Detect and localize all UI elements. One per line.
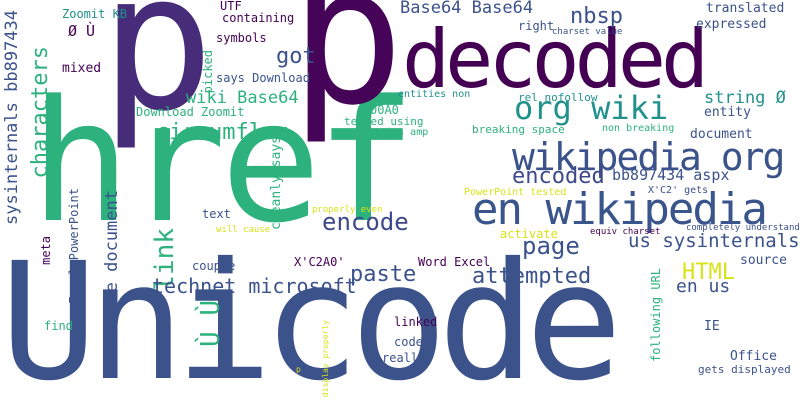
word-rel-nofollow: rel nofollow — [518, 91, 598, 104]
word-entity: entity — [704, 105, 751, 120]
word-page: page — [522, 232, 580, 260]
word-mixed: mixed — [62, 61, 102, 76]
word-source: source — [740, 253, 787, 268]
word-excel-powerpoint: Excel PowerPoint — [67, 188, 81, 304]
word-non-breaking: non breaking — [602, 123, 675, 134]
word-u-u: Ù Ù — [196, 300, 226, 347]
word-us-sysinternals: us sysinternals — [628, 230, 800, 252]
word-linked: linked — [394, 315, 438, 329]
word-right: right — [518, 19, 555, 33]
word-cleanly-says: cleanly says — [269, 136, 284, 230]
word-got: got — [276, 44, 316, 69]
word-activate: activate — [500, 227, 558, 241]
word-en-us: en us — [676, 276, 731, 297]
word-en-wikipedia: en wikipedia — [472, 184, 768, 235]
word-meta: meta — [39, 236, 53, 265]
word-expressed: expressed — [696, 17, 767, 32]
word-zoomit-kb: Zoomit KB — [62, 7, 128, 21]
word-o-u: Ø Ù — [68, 22, 96, 40]
word-find: find — [44, 319, 73, 333]
word-symbols: symbols — [216, 31, 267, 45]
word-technet-microsoft: technet microsoft — [152, 274, 357, 298]
word-circumflex: circumflex — [156, 120, 289, 145]
word-unicode: Unicode — [0, 229, 623, 400]
word-following-url: following URL — [649, 268, 663, 362]
word-says-download: says Download — [216, 71, 310, 85]
word-sysinternals-bb897434: sysinternals bb897434 — [2, 10, 22, 225]
word-equiv-charset: equiv charset — [590, 227, 661, 237]
word-translated: translated — [706, 1, 785, 16]
word-download-zoomit: Download Zoomit — [136, 105, 245, 119]
word-p-large-2: p — [290, 0, 405, 147]
word-office-document: Office document — [102, 190, 122, 344]
word-x-c2a0: X'C2A0' — [294, 255, 345, 269]
word-nbsp: nbsp — [570, 4, 623, 29]
word-wiki-base64: wiki Base64 — [186, 88, 299, 108]
word-utf: UTF — [220, 0, 242, 13]
word-wikipedia-org: wikipedia org — [512, 135, 785, 179]
word-charset-value: charset value — [552, 27, 623, 37]
word-properly-even: properly even — [312, 205, 383, 215]
word-encode: encode — [322, 208, 409, 236]
word-string-o: string Ø — [704, 88, 786, 108]
word-href: href — [30, 64, 417, 260]
word-completely-understand: completely understand — [686, 223, 800, 233]
word-word-excel: Word Excel — [418, 255, 491, 269]
word-org-wiki: org wiki — [514, 89, 669, 127]
word-containing: containing — [222, 11, 295, 25]
word-decoded: decoded — [402, 13, 709, 106]
word-encoded: encoded — [512, 164, 605, 189]
word-p-large-1: p — [100, 0, 215, 153]
word-breaking-space: breaking space — [472, 123, 565, 136]
word-bb897434-aspx: bb897434 aspx — [612, 166, 730, 184]
word-text: text — [202, 207, 231, 221]
word-contains-amp: contains amp — [356, 127, 429, 138]
word-attempted: attempted — [472, 264, 592, 289]
word-will-cause: will cause — [216, 225, 271, 235]
word-entities-non: entities non — [398, 89, 471, 100]
word-characters: characters — [28, 46, 53, 179]
word-office: Office — [730, 349, 777, 364]
word-tested-using: tested using — [344, 115, 424, 128]
word-code: code — [394, 335, 423, 349]
word-paste: paste — [350, 262, 417, 287]
word-html: HTML — [682, 260, 735, 285]
word-powerpoint-tested: PowerPoint tested — [464, 187, 567, 198]
word-p-small: p — [296, 365, 301, 374]
word-couple: couple — [192, 259, 236, 273]
word-picked: picked — [201, 50, 215, 94]
word-ie: IE — [704, 319, 720, 334]
word-gets-displayed: gets displayed — [698, 363, 791, 376]
word-display-properly: display properly — [321, 320, 330, 398]
word-really: really — [382, 351, 426, 365]
word-base64-base64: Base64 Base64 — [400, 0, 534, 18]
word-x-c2-gets: X'C2' gets — [648, 185, 709, 196]
word-00a0: 00A0 — [370, 103, 399, 117]
word-document: document — [690, 127, 753, 142]
